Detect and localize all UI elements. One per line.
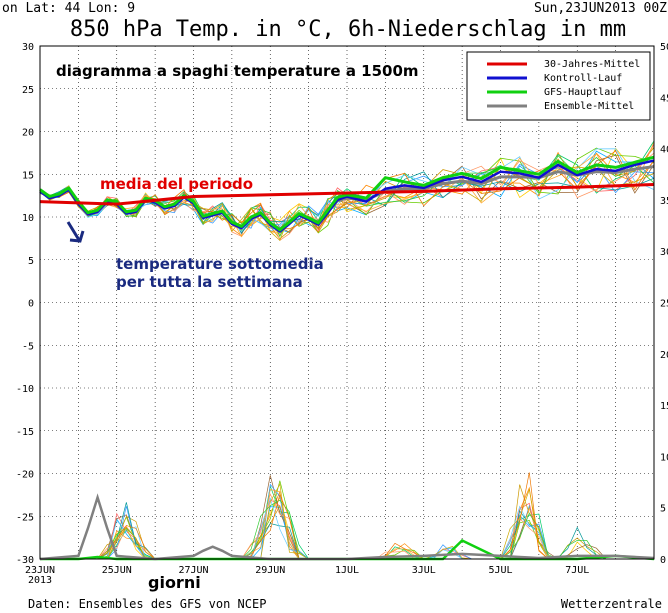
series-line-gfs-hauptlauf bbox=[39, 155, 655, 232]
y-tick-left: -30 bbox=[16, 555, 34, 566]
precip-series-line bbox=[39, 493, 655, 561]
y-tick-right: 20 bbox=[660, 350, 668, 361]
brand-label: Wetterzentrale bbox=[561, 597, 662, 609]
mean-period-annotation: media del periodo bbox=[100, 175, 253, 193]
y-tick-right: 35 bbox=[660, 196, 668, 207]
below-average-annotation-line2: per tutta la settimana bbox=[116, 273, 303, 291]
y-tick-right: 0 bbox=[660, 555, 666, 566]
x-tick-label: 25JUN bbox=[102, 565, 132, 576]
legend-label-control: Kontroll-Lauf bbox=[544, 73, 622, 84]
legend: 30-Jahres-Mittel Kontroll-Lauf GFS-Haupt… bbox=[466, 51, 651, 121]
legend-label-mean-30y: 30-Jahres-Mittel bbox=[544, 59, 640, 70]
y-tick-left: -10 bbox=[16, 384, 34, 395]
y-tick-right: 45 bbox=[660, 93, 668, 104]
x-tick-label: 23JUN bbox=[25, 565, 55, 576]
y-tick-left: 0 bbox=[28, 299, 34, 310]
x-tick-label: 7JUL bbox=[565, 565, 589, 576]
source-credit: Daten: Ensembles des GFS von NCEP bbox=[28, 597, 266, 609]
y-axis-left: 30 25 20 15 10 5 0 -5 -10 -15 -20 -25 -30 bbox=[16, 42, 34, 566]
x-tick-label: 27JUN bbox=[178, 565, 208, 576]
headline-annotation: diagramma a spaghi temperature a 1500m bbox=[56, 62, 419, 80]
x-axis: 23JUN2013 25JUN 27JUN 29JUN 1JUL 3JUL 5JUL 7JUL bbox=[25, 565, 589, 586]
y-tick-right: 40 bbox=[660, 145, 668, 156]
y-tick-right: 15 bbox=[660, 401, 668, 412]
x-tick-label: 29JUN bbox=[255, 565, 285, 576]
x-tick-label: 3JUL bbox=[412, 565, 436, 576]
y-tick-left: 20 bbox=[22, 128, 34, 139]
y-tick-right: 30 bbox=[660, 247, 668, 258]
date-label: Sun,23JUN2013 00Z bbox=[534, 1, 667, 16]
ensemble-member-line bbox=[39, 150, 655, 231]
x-tick-label: 1JUL bbox=[335, 565, 359, 576]
y-tick-right: 5 bbox=[660, 504, 666, 515]
temperature-series bbox=[39, 155, 655, 233]
arrow-icon bbox=[66, 221, 85, 243]
plot-frame bbox=[39, 45, 655, 560]
y-tick-right: 25 bbox=[660, 299, 668, 310]
x-tick-label: 2013 bbox=[28, 575, 52, 586]
y-tick-left: -15 bbox=[16, 427, 34, 438]
y-tick-left: -5 bbox=[22, 341, 34, 352]
chart-title: 850 hPa Temp. in °C, 6h-Niederschlag in … bbox=[70, 17, 626, 42]
below-average-annotation-line1: temperature sottomedia bbox=[116, 255, 324, 273]
y-tick-left: 10 bbox=[22, 213, 34, 224]
legend-label-gfs-main: GFS-Hauptlauf bbox=[544, 87, 622, 98]
y-tick-left: -20 bbox=[16, 470, 34, 481]
y-tick-left: -25 bbox=[16, 512, 34, 523]
grid bbox=[40, 45, 654, 560]
y-tick-left: 15 bbox=[22, 170, 34, 181]
legend-label-ensemble-mean: Ensemble-Mittel bbox=[544, 101, 634, 112]
y-tick-left: 5 bbox=[28, 256, 34, 267]
coords-label: on Lat: 44 Lon: 9 bbox=[2, 1, 135, 16]
x-tick-label: 5JUL bbox=[488, 565, 512, 576]
y-tick-right: 50 bbox=[660, 42, 668, 53]
x-axis-label: giorni bbox=[148, 573, 201, 592]
series-line-30-jahres-mittel bbox=[39, 183, 655, 206]
y-tick-right: 10 bbox=[660, 452, 668, 463]
y-tick-left: 25 bbox=[22, 85, 34, 96]
y-axis-right: 50454035302520151050 bbox=[660, 42, 668, 566]
y-tick-left: 30 bbox=[22, 42, 34, 53]
